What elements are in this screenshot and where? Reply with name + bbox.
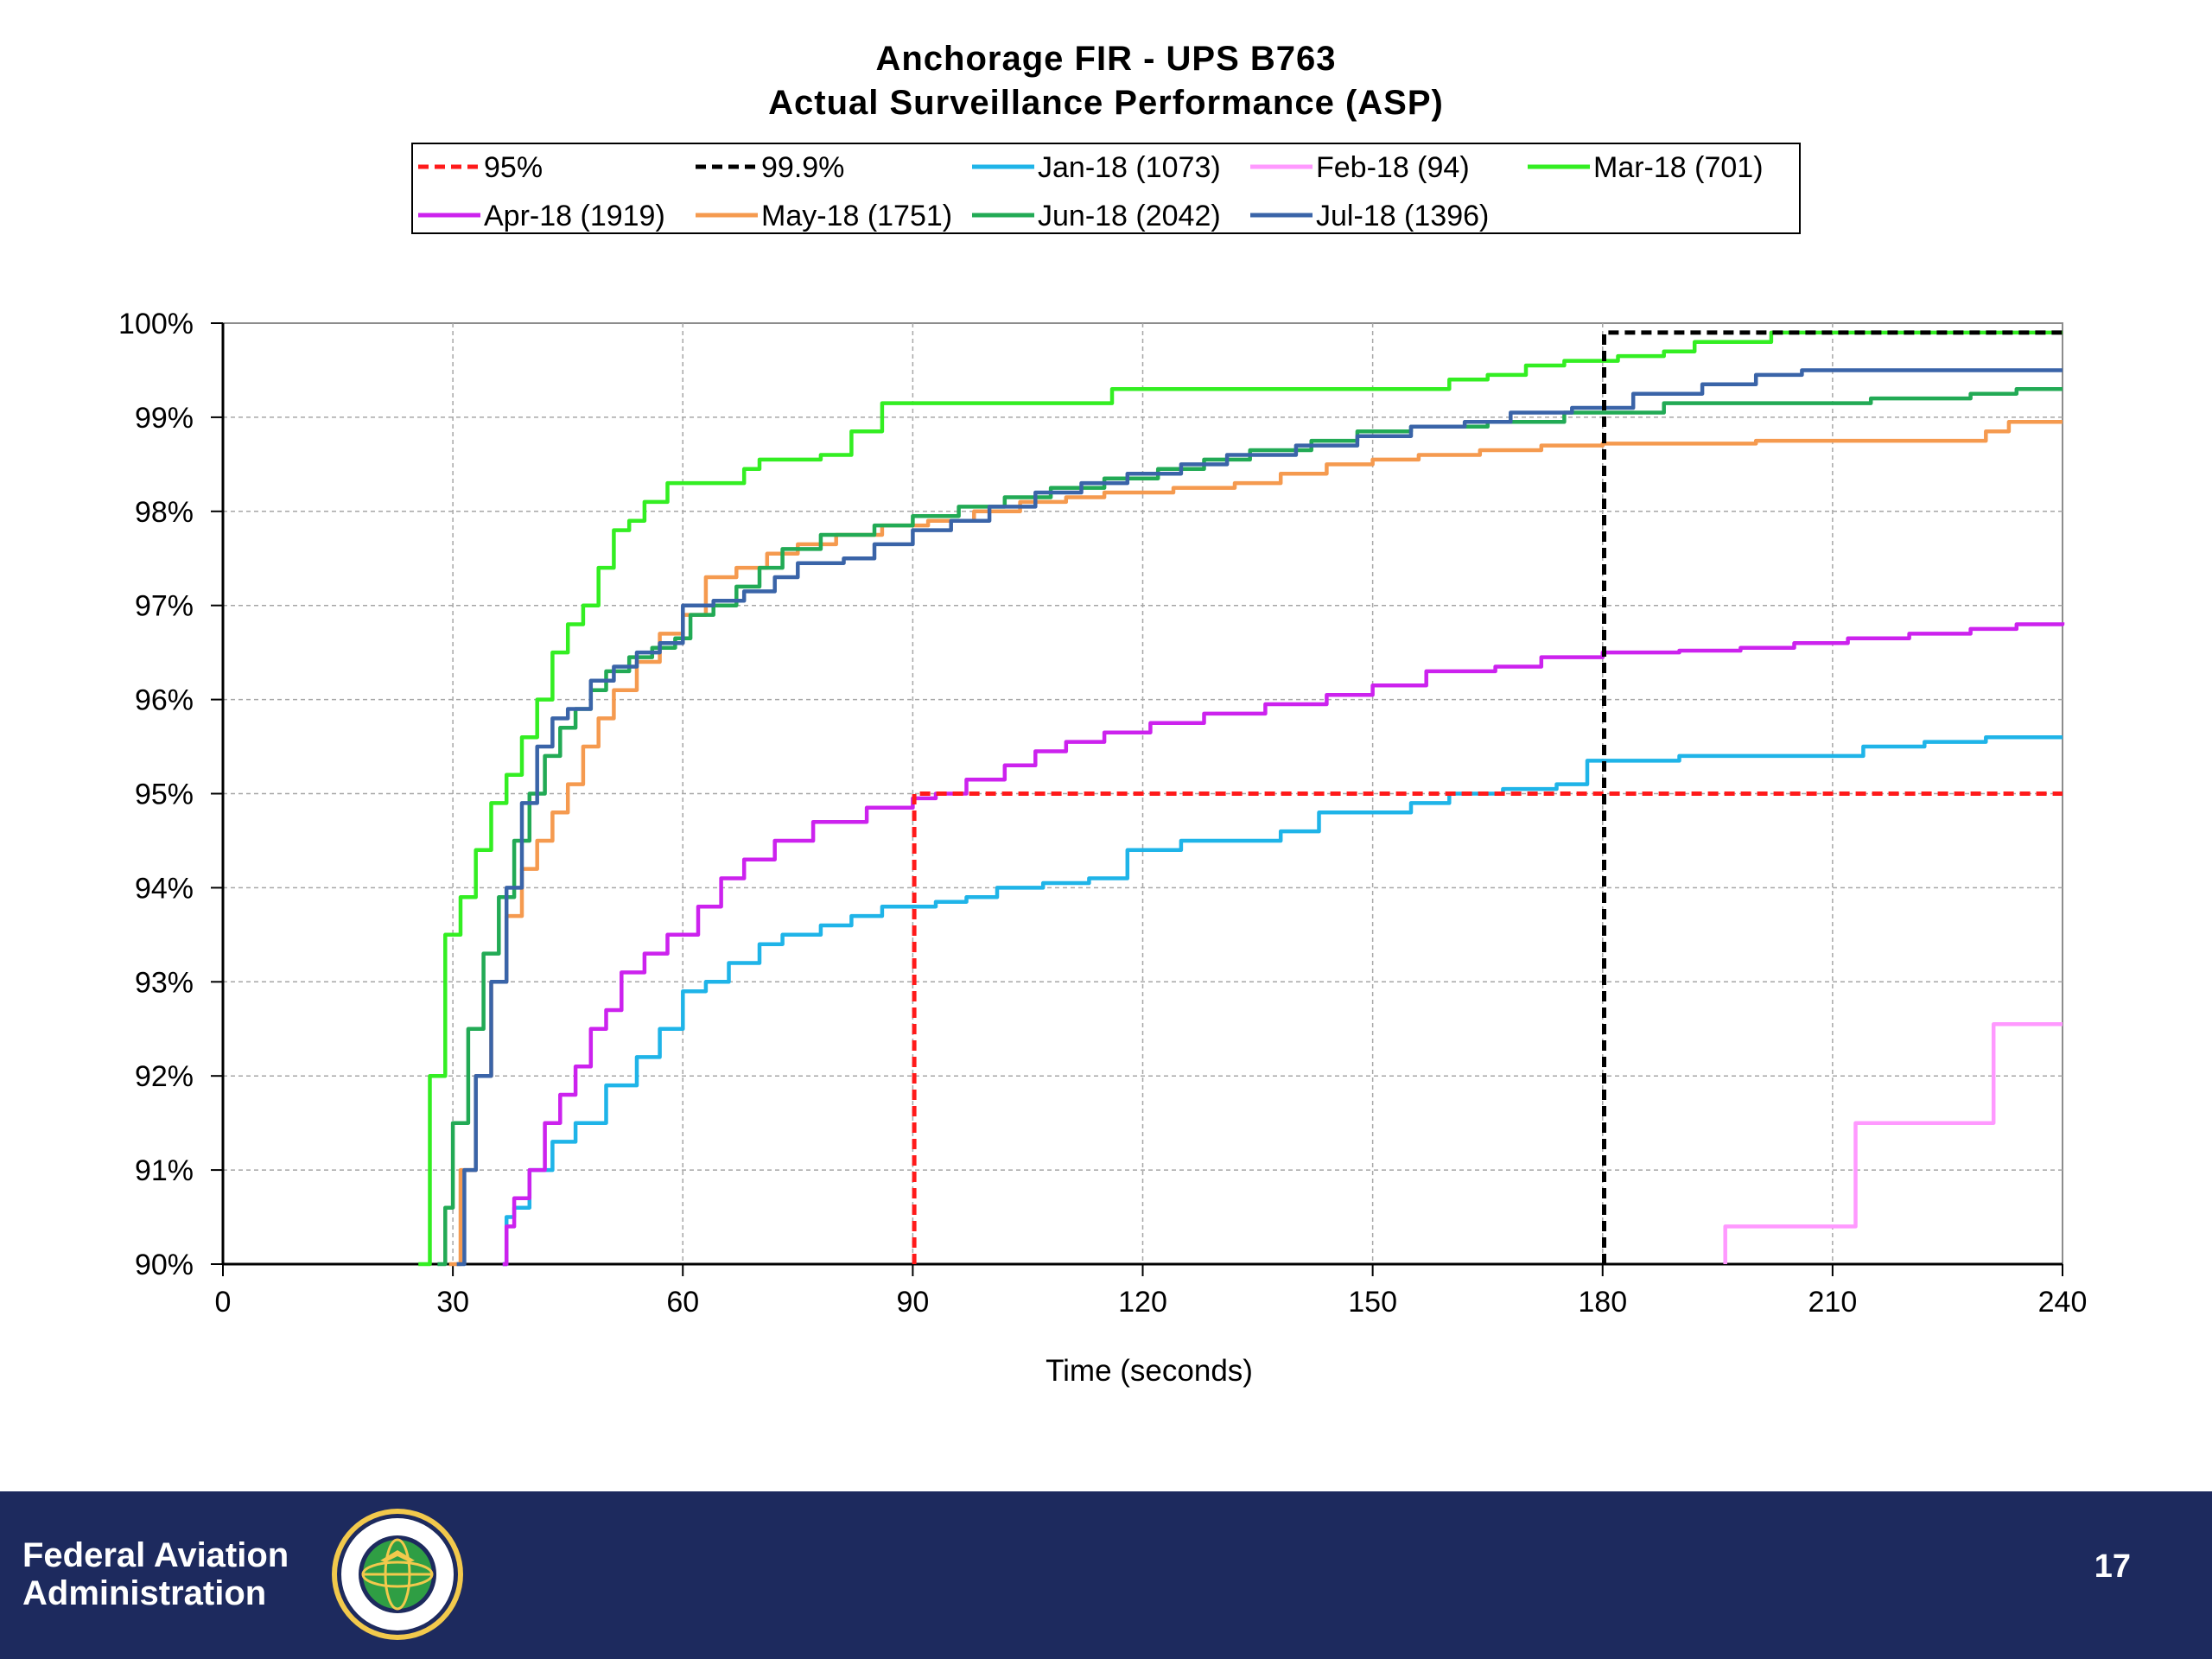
series-line-0	[502, 734, 2063, 1267]
legend-item-0: 95%	[418, 151, 543, 184]
x-tick-label: 0	[215, 1286, 232, 1319]
y-tick-label: 95%	[135, 779, 194, 811]
x-tick-label: 150	[1348, 1286, 1397, 1319]
y-tick-label: 97%	[135, 590, 194, 623]
y-tick-label: 93%	[135, 966, 194, 999]
reference-line-0	[912, 791, 2063, 1264]
legend-label: Feb-18 (94)	[1316, 151, 1470, 184]
legend-label: Apr-18 (1919)	[484, 200, 665, 232]
legend: 95% 99.9% Jan-18 (1073) Feb-18 (94) Mar-18 (…	[418, 151, 1764, 232]
reference-line-1	[1602, 330, 2063, 1264]
faa-seal-logo	[332, 1509, 463, 1640]
y-tick-label: 92%	[135, 1060, 194, 1093]
legend-item-1: 99.9%	[696, 151, 844, 184]
org-name: Federal Aviation Administration	[22, 1536, 289, 1612]
x-tick-label: 90	[896, 1286, 929, 1319]
legend-label: 95%	[484, 151, 543, 184]
legend-item-4: Mar-18 (701)	[1528, 151, 1764, 184]
y-tick-label: 99%	[135, 402, 194, 435]
x-tick-label: 180	[1578, 1286, 1627, 1319]
x-tick-label: 60	[666, 1286, 699, 1319]
legend-label: May-18 (1751)	[761, 200, 952, 232]
org-name-line1: Federal Aviation	[22, 1536, 289, 1574]
series-line-1	[1723, 1022, 2063, 1264]
x-tick-label: 240	[2038, 1286, 2088, 1319]
y-tick-label: 96%	[135, 684, 194, 717]
y-tick-label: 98%	[135, 496, 194, 529]
series-line-6	[456, 368, 2063, 1267]
series-line-2	[418, 330, 2063, 1267]
chart-title-line2: Actual Surveillance Performance (ASP)	[768, 84, 1444, 122]
legend-item-7: Jun-18 (2042)	[972, 200, 1221, 232]
footer-bar: Federal Aviation Administration 17	[0, 1491, 2212, 1659]
legend-item-8: Jul-18 (1396)	[1250, 200, 1489, 232]
legend-item-6: May-18 (1751)	[696, 200, 952, 232]
chart-title-line1: Anchorage FIR - UPS B763	[875, 40, 1337, 78]
y-tick-label: 100%	[118, 308, 194, 340]
x-axis-label: Time (seconds)	[1046, 1354, 1253, 1388]
legend-label: Jul-18 (1396)	[1316, 200, 1489, 232]
org-name-line2: Administration	[22, 1574, 267, 1612]
legend-label: Jan-18 (1073)	[1038, 151, 1221, 184]
series-line-3	[502, 622, 2065, 1267]
legend-item-3: Feb-18 (94)	[1250, 151, 1470, 184]
legend-label: Jun-18 (2042)	[1038, 200, 1221, 232]
legend-box	[411, 143, 1801, 234]
x-tick-label: 120	[1118, 1286, 1167, 1319]
axes: 90% 91% 92% 93% 94% 95% 96% 97% 98% 99% 100% 0 30 60 9…	[118, 308, 2087, 1319]
legend-label: Mar-18 (701)	[1593, 151, 1764, 184]
y-tick-label: 91%	[135, 1154, 194, 1187]
x-tick-label: 30	[436, 1286, 469, 1319]
chart-plot: 95% 99.9% Jan-18 (1073) Feb-18 (94) Mar-18 (…	[118, 151, 2087, 1388]
legend-item-2: Jan-18 (1073)	[972, 151, 1221, 184]
y-tick-label: 94%	[135, 872, 194, 905]
y-tick-label: 90%	[135, 1249, 194, 1281]
page-number: 17	[2094, 1548, 2131, 1585]
x-tick-label: 210	[1808, 1286, 1858, 1319]
series-lines	[418, 330, 2065, 1267]
legend-label: 99.9%	[761, 151, 844, 184]
legend-item-5: Apr-18 (1919)	[418, 200, 665, 232]
